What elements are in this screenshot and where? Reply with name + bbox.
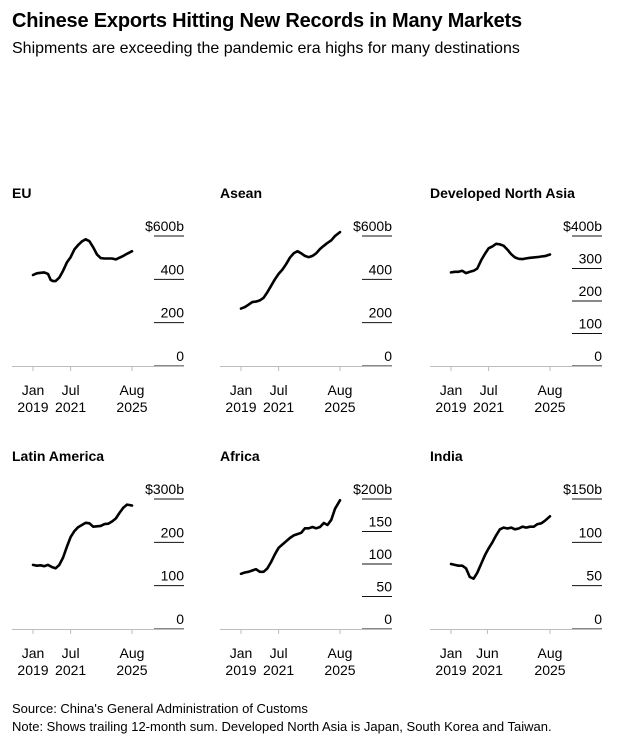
- footnote: Note: Shows trailing 12-month sum. Devel…: [12, 719, 552, 734]
- x-tick-label: Jun: [476, 645, 499, 661]
- x-tick-label: Jul: [480, 382, 498, 398]
- y-tick-label: 150: [369, 514, 393, 530]
- x-tick-label: 2025: [534, 662, 565, 678]
- x-tick-label: 2019: [17, 662, 48, 678]
- chart-subtitle: Shipments are exceeding the pandemic era…: [12, 40, 520, 57]
- x-tick-label: Jul: [62, 382, 80, 398]
- x-tick-label: 2025: [116, 662, 147, 678]
- panel-title: India: [430, 448, 463, 464]
- x-tick-label: 2019: [435, 399, 466, 415]
- x-tick-label: 2019: [435, 662, 466, 678]
- x-tick-label: 2021: [263, 399, 294, 415]
- x-tick-label: 2025: [116, 399, 147, 415]
- x-tick-label: Jul: [62, 645, 80, 661]
- series-line: [449, 242, 552, 275]
- x-tick-label: 2025: [324, 662, 355, 678]
- chart-title: Chinese Exports Hitting New Records in M…: [12, 10, 522, 32]
- panel-title: Latin America: [12, 448, 104, 464]
- y-tick-label: 100: [579, 316, 603, 332]
- x-tick-label: Aug: [328, 645, 353, 661]
- y-tick-label: $600b: [145, 218, 184, 234]
- y-tick-label: 400: [369, 261, 393, 277]
- x-tick-label: 2019: [225, 399, 256, 415]
- series-line: [31, 503, 134, 570]
- x-tick-label: Jan: [22, 382, 45, 398]
- y-tick-label: $600b: [353, 218, 392, 234]
- y-tick-label: 50: [376, 579, 392, 595]
- y-tick-label: 200: [161, 305, 185, 321]
- y-tick-label: 100: [161, 568, 185, 584]
- y-tick-label: 0: [384, 611, 392, 627]
- x-tick-label: Aug: [538, 382, 563, 398]
- panel-developed-north-asia: Developed North Asia$400b3002001000Jan20…: [430, 185, 602, 415]
- y-tick-label: $200b: [353, 481, 392, 497]
- x-tick-label: 2025: [324, 399, 355, 415]
- x-tick-label: 2021: [472, 662, 503, 678]
- x-tick-label: Aug: [328, 382, 353, 398]
- x-tick-label: 2021: [55, 399, 86, 415]
- series-line: [239, 498, 342, 576]
- x-tick-label: Jan: [230, 382, 253, 398]
- x-tick-label: Aug: [538, 645, 563, 661]
- x-tick-label: Jul: [270, 382, 288, 398]
- series-line: [449, 514, 552, 581]
- y-tick-label: 100: [369, 546, 393, 562]
- x-tick-label: 2021: [263, 662, 294, 678]
- y-tick-label: $400b: [563, 218, 602, 234]
- panel-title: Developed North Asia: [430, 185, 575, 201]
- x-tick-label: Aug: [120, 382, 145, 398]
- y-tick-label: 200: [161, 524, 185, 540]
- y-tick-label: 0: [384, 348, 392, 364]
- y-tick-label: 300: [579, 251, 603, 267]
- panel-title: EU: [12, 185, 31, 201]
- x-tick-label: 2021: [55, 662, 86, 678]
- series-line: [239, 230, 342, 310]
- y-tick-label: 0: [594, 611, 602, 627]
- y-tick-label: $150b: [563, 481, 602, 497]
- x-tick-label: Jan: [440, 645, 463, 661]
- y-tick-label: 400: [161, 261, 185, 277]
- y-tick-label: 200: [369, 305, 393, 321]
- x-tick-label: 2019: [17, 399, 48, 415]
- x-tick-label: Aug: [120, 645, 145, 661]
- y-tick-label: 0: [176, 348, 184, 364]
- x-tick-label: Jul: [270, 645, 288, 661]
- y-tick-label: 0: [594, 348, 602, 364]
- x-tick-label: 2019: [225, 662, 256, 678]
- x-tick-label: 2021: [473, 399, 504, 415]
- y-tick-label: $300b: [145, 481, 184, 497]
- y-tick-label: 50: [586, 568, 602, 584]
- x-tick-label: Jan: [440, 382, 463, 398]
- y-tick-label: 0: [176, 611, 184, 627]
- x-tick-label: Jan: [22, 645, 45, 661]
- x-tick-label: Jan: [230, 645, 253, 661]
- source-note: Source: China's General Administration o…: [12, 701, 308, 716]
- panel-title: Asean: [220, 185, 262, 201]
- y-tick-label: 200: [579, 283, 603, 299]
- x-tick-label: 2025: [534, 399, 565, 415]
- y-tick-label: 100: [579, 524, 603, 540]
- panel-title: Africa: [220, 448, 260, 464]
- series-line: [31, 238, 134, 283]
